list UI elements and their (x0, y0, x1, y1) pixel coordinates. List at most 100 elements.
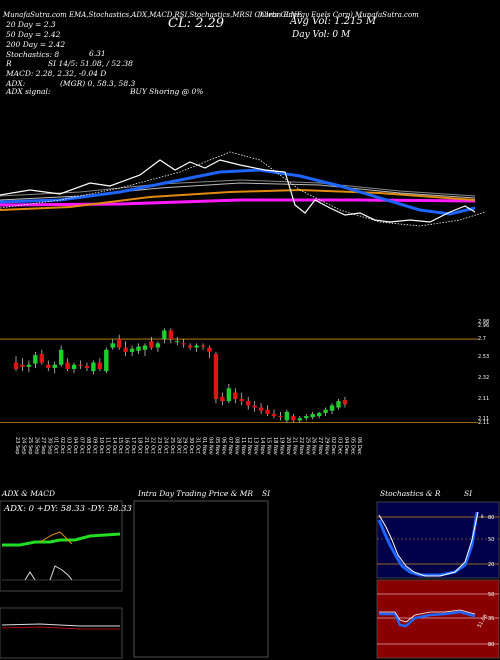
date-tick-label: 23 Oct (156, 437, 162, 454)
candle-body (213, 354, 219, 399)
candle-body (84, 365, 90, 368)
date-tick-label: 25 Nov (304, 437, 310, 455)
candle (342, 396, 348, 408)
candle (252, 401, 257, 412)
date-tick-label: 13 Nov (253, 437, 259, 455)
candle (175, 336, 180, 346)
candle (220, 392, 225, 406)
date-tick-label: 18 Nov (272, 437, 278, 455)
candle-body (233, 392, 238, 399)
rsi-tick-80: 80 (488, 642, 494, 648)
candle-body (149, 341, 154, 348)
date-tick-label: 31 Oct (195, 437, 201, 454)
candle-body (297, 418, 302, 421)
ema200-label: 200 Day = 2.42 (5, 40, 65, 49)
reference-lines (0, 338, 478, 423)
candle (149, 336, 154, 350)
intraday-frame (133, 500, 269, 658)
date-tick-label: 01 Oct (53, 437, 59, 454)
date-tick-label: 09 Oct (91, 437, 97, 454)
date-tick-label: 05 Dec (349, 437, 355, 455)
date-tick-label: 10 Oct (98, 437, 104, 454)
candle (46, 360, 51, 372)
date-tick-label: 20 Nov (285, 437, 291, 455)
rsi-tick-50: 50 (488, 592, 494, 598)
candle (117, 334, 122, 350)
candle (123, 341, 128, 357)
adx-readout: ADX: 0 +DY: 58.33 -DY: 58.33 (3, 504, 132, 514)
date-tick-label: 03 Oct (66, 437, 72, 454)
date-tick-label: 21 Nov (291, 437, 297, 455)
stoch-k-mark: 8 (481, 514, 484, 519)
price-tick-label: 2.98 (478, 319, 489, 325)
candle (200, 343, 206, 350)
date-tick-label: 08 Oct (85, 437, 91, 454)
candle (278, 411, 283, 421)
candle (226, 383, 232, 404)
candle (110, 339, 115, 350)
intraday-panel: Intra Day Trading Price & MR SI (133, 489, 271, 658)
candle (104, 347, 109, 374)
adx-values: (MGR) 0, 58.3, 58.3 (60, 79, 135, 88)
macd-line-2 (1, 626, 120, 630)
candle (58, 345, 64, 367)
candle (91, 360, 96, 375)
candle-body (200, 345, 206, 347)
candle-body (181, 343, 186, 345)
candle-body (316, 412, 322, 417)
candle-body (142, 345, 148, 350)
candle-body (329, 405, 335, 411)
stoch-d-line (378, 511, 479, 577)
date-tick-label: 02 Oct (59, 437, 65, 454)
candle-body (110, 343, 115, 348)
candle-body (226, 388, 232, 402)
ema-overlay (0, 151, 486, 227)
candle-body (33, 355, 38, 364)
intraday-si: SI (262, 489, 271, 498)
candle (316, 411, 322, 419)
candle-body (342, 400, 348, 405)
date-tick-label: 02 Dec (330, 437, 336, 455)
date-tick-label: 03 Dec (337, 437, 343, 455)
avg-volume: Avg Vol: 1.215 M (289, 16, 377, 27)
candle-body (220, 396, 225, 402)
date-tick-label: 21 Oct (143, 437, 149, 454)
candle-body (162, 330, 167, 340)
date-tick-label: 26 Nov (311, 437, 317, 455)
candle-body (207, 347, 212, 352)
candle (84, 362, 90, 372)
date-tick-label: 24 Oct (162, 437, 168, 454)
candle (155, 341, 161, 352)
candle (97, 358, 103, 372)
date-tick-label: 22 Nov (298, 437, 304, 455)
candle (129, 345, 135, 357)
price-tick-label: 2.7 (478, 336, 486, 342)
stoch-si: SI (464, 489, 473, 498)
candle-body (13, 362, 19, 370)
candle (187, 343, 193, 350)
candle (271, 409, 277, 419)
candle-body (65, 362, 70, 370)
date-tick-label: 06 Dec (356, 437, 362, 455)
date-tick-label: 25 Sep (27, 437, 33, 454)
adx-signal: ADX signal: (5, 87, 51, 96)
date-axis: 23 Sep 24 Sep 25 Sep 26 Sep 27 Sep 30 Sep 01 O… (14, 437, 362, 455)
date-tick-label: 11 Oct (104, 437, 110, 454)
candle-body (336, 401, 341, 408)
price-tick-label: 2.96 (478, 323, 489, 329)
candle-body (155, 343, 161, 348)
stoch-frame (376, 501, 500, 579)
candle (52, 361, 57, 374)
date-tick-label: 11 Nov (240, 437, 246, 455)
date-tick-label: 23 Sep (14, 437, 20, 454)
close-price: CL: 2.29 (168, 16, 224, 31)
candle (336, 398, 341, 410)
macd-line-1 (1, 623, 120, 627)
candle (13, 356, 19, 372)
candle-body (278, 416, 283, 418)
date-tick-label: 04 Oct (72, 437, 78, 454)
stoch-k-line (377, 511, 479, 577)
date-tick-label: 28 Oct (175, 437, 181, 454)
date-tick-label: 18 Oct (137, 437, 143, 454)
date-tick-label: 12 Nov (246, 437, 252, 455)
